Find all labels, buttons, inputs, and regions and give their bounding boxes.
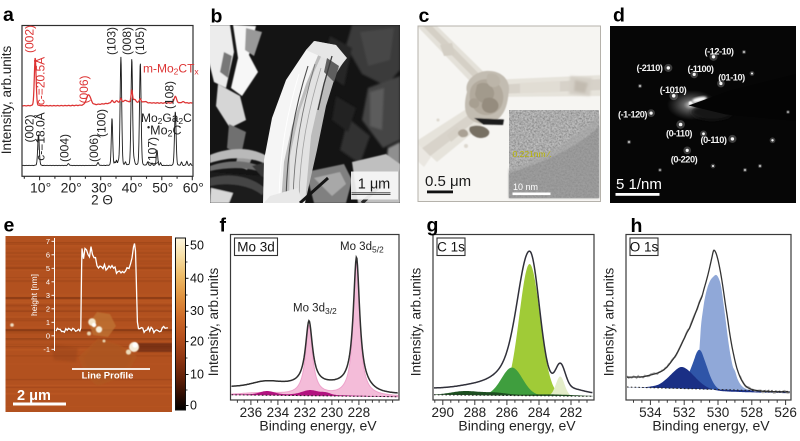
svg-text:C 1s: C 1s [437, 240, 465, 255]
svg-text:Mo 3d: Mo 3d [237, 240, 275, 255]
svg-text:(006): (006) [77, 75, 91, 103]
svg-text:534: 534 [639, 405, 662, 420]
svg-text:•Mo2C: •Mo2C [147, 123, 182, 139]
svg-text:(0-110): (0-110) [701, 135, 727, 145]
svg-text:3: 3 [46, 291, 50, 300]
svg-text:30°: 30° [91, 180, 112, 196]
svg-text:0: 0 [190, 399, 197, 413]
svg-text:(105): (105) [133, 27, 147, 55]
svg-text:(-12-10): (-12-10) [704, 47, 733, 57]
svg-text:c: c [419, 5, 430, 27]
svg-text:(100): (100) [95, 109, 109, 137]
svg-text:Intensity, arb.units: Intensity, arb.units [0, 45, 14, 154]
svg-text:g: g [427, 215, 439, 237]
svg-text:(107): (107) [146, 137, 160, 165]
svg-text:5: 5 [46, 264, 50, 273]
svg-text:40°: 40° [122, 180, 143, 196]
svg-text:-1: -1 [43, 345, 50, 354]
svg-text:2: 2 [46, 304, 50, 313]
svg-text:(01-10): (01-10) [718, 72, 745, 82]
svg-text:(002): (002) [23, 114, 37, 142]
svg-text:60°: 60° [183, 180, 204, 196]
svg-text:Binding energy, eV: Binding energy, eV [652, 418, 770, 434]
svg-text:10°: 10° [30, 180, 51, 196]
svg-text:50°: 50° [152, 180, 173, 196]
svg-text:O 1s: O 1s [630, 240, 659, 255]
svg-text:Mo 3d3/2: Mo 3d3/2 [293, 303, 337, 317]
svg-text:228: 228 [348, 405, 371, 420]
svg-text:Mo 3d5/2: Mo 3d5/2 [340, 241, 384, 255]
svg-text:530: 530 [707, 405, 730, 420]
svg-text:Binding energy, eV: Binding energy, eV [259, 418, 377, 434]
svg-text:6: 6 [46, 250, 50, 259]
svg-text:1: 1 [46, 318, 50, 327]
svg-text:0.5 μm: 0.5 μm [425, 173, 471, 190]
svg-text:Intensity, arb.units: Intensity, arb.units [409, 267, 424, 376]
svg-text:532: 532 [673, 405, 696, 420]
svg-text:a: a [3, 4, 14, 26]
svg-text:1 μm: 1 μm [358, 177, 391, 193]
svg-text:284: 284 [528, 405, 551, 420]
svg-text:0: 0 [46, 331, 50, 340]
svg-text:(-1100): (-1100) [688, 64, 714, 74]
svg-text:(002): (002) [23, 25, 37, 53]
svg-text:h: h [631, 215, 643, 237]
svg-text:d: d [613, 5, 625, 27]
svg-text:Intensity, arb.units: Intensity, arb.units [206, 267, 221, 376]
svg-text:20: 20 [190, 335, 204, 349]
svg-text:30: 30 [190, 304, 204, 318]
svg-text:286: 286 [496, 405, 519, 420]
svg-text:(0-220): (0-220) [671, 155, 698, 165]
svg-text:282: 282 [560, 405, 583, 420]
svg-text:230: 230 [321, 405, 344, 420]
svg-text:e: e [4, 215, 15, 237]
svg-text:c-=18.0Å: c-=18.0Å [33, 112, 48, 160]
svg-text:(008): (008) [120, 27, 134, 55]
svg-text:(103): (103) [104, 27, 118, 55]
svg-text:5 1/nm: 5 1/nm [616, 176, 662, 193]
svg-text:Line Profile: Line Profile [82, 371, 134, 382]
svg-text:(-1-120): (-1-120) [618, 109, 647, 119]
svg-text:4: 4 [46, 277, 50, 286]
svg-text:7: 7 [46, 237, 50, 246]
svg-text:40: 40 [190, 271, 204, 285]
svg-text:(-2110): (-2110) [637, 63, 663, 73]
svg-text:236: 236 [240, 405, 263, 420]
svg-text:288: 288 [464, 405, 487, 420]
svg-text:528: 528 [741, 405, 764, 420]
svg-text:50: 50 [190, 239, 204, 253]
svg-text:height [nm]: height [nm] [29, 274, 39, 316]
svg-text:f: f [220, 215, 227, 237]
svg-text:(004): (004) [58, 134, 72, 162]
svg-text:2 μm: 2 μm [17, 388, 51, 404]
svg-text:b: b [211, 6, 223, 28]
svg-text:10: 10 [190, 368, 204, 382]
svg-text:(006): (006) [87, 134, 101, 162]
svg-text:526: 526 [774, 405, 797, 420]
svg-text:290: 290 [432, 405, 455, 420]
svg-text:m-Mo2CTx: m-Mo2CTx [143, 62, 199, 77]
svg-text:2 Θ: 2 Θ [91, 193, 113, 208]
svg-text:c-=20.5Å: c-=20.5Å [33, 57, 48, 105]
svg-text:232: 232 [294, 405, 317, 420]
svg-text:Binding energy, eV: Binding energy, eV [458, 418, 576, 434]
svg-text:(0-110): (0-110) [666, 129, 692, 139]
svg-text:10 nm: 10 nm [513, 182, 538, 192]
svg-text:(108): (108) [163, 81, 177, 109]
svg-text:(-1010): (-1010) [660, 85, 687, 95]
svg-text:20°: 20° [61, 180, 82, 196]
svg-text:234: 234 [267, 405, 290, 420]
svg-text:Intensity, arb.units: Intensity, arb.units [602, 267, 617, 376]
svg-text:0.221nm ∕.: 0.221nm ∕. [513, 149, 552, 159]
